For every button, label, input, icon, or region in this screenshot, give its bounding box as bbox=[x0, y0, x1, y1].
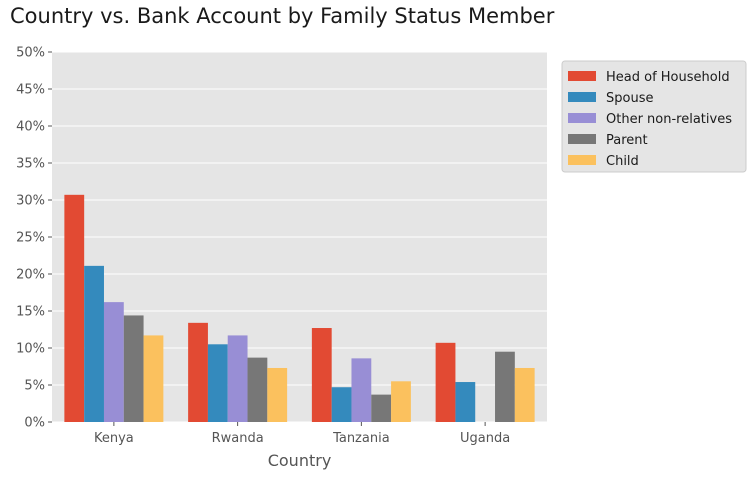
bar-other-non-relatives-tanzania bbox=[351, 358, 372, 422]
x-tick-label: Rwanda bbox=[212, 431, 264, 446]
x-tick-label: Tanzania bbox=[332, 431, 390, 446]
bar-head-of-household-rwanda bbox=[188, 322, 208, 422]
bar-parent-kenya bbox=[123, 315, 144, 422]
legend-box bbox=[561, 60, 747, 173]
legend-label: Head of Household bbox=[606, 70, 730, 85]
legend-swatch bbox=[568, 155, 596, 165]
bar-spouse-tanzania bbox=[331, 387, 352, 422]
bar-parent-rwanda bbox=[247, 357, 268, 422]
y-tick-label: 25% bbox=[16, 231, 45, 246]
legend-swatch bbox=[568, 71, 596, 81]
bar-head-of-household-uganda bbox=[435, 342, 456, 422]
bar-parent-uganda bbox=[495, 351, 515, 422]
y-tick-label: 40% bbox=[16, 120, 45, 135]
bar-parent-tanzania bbox=[371, 394, 392, 422]
bars bbox=[64, 194, 535, 422]
bar-child-uganda bbox=[514, 367, 535, 422]
legend-label: Other non-relatives bbox=[606, 112, 732, 127]
bar-head-of-household-kenya bbox=[64, 194, 85, 422]
bar-spouse-kenya bbox=[84, 265, 104, 422]
x-tick-label: Kenya bbox=[94, 431, 134, 446]
y-tick-label: 35% bbox=[16, 157, 45, 172]
legend-swatch bbox=[568, 92, 596, 102]
x-axis-title: Country bbox=[268, 451, 332, 470]
legend-label: Parent bbox=[606, 133, 648, 148]
bar-spouse-rwanda bbox=[207, 344, 228, 422]
y-tick-label: 50% bbox=[16, 46, 45, 61]
legend-swatch bbox=[568, 134, 596, 144]
bar-other-non-relatives-rwanda bbox=[227, 335, 248, 422]
y-tick-label: 45% bbox=[16, 83, 45, 98]
legend-label: Spouse bbox=[606, 91, 653, 106]
y-axis-ticks: 0% 5% 10% 15% 20% 25% 30% 35% 40% 45% 50% bbox=[16, 46, 52, 431]
bar-spouse-uganda bbox=[455, 382, 476, 422]
bar-other-non-relatives-kenya bbox=[103, 302, 124, 422]
legend-swatch bbox=[568, 113, 596, 123]
legend-label: Child bbox=[606, 154, 639, 169]
bar-head-of-household-tanzania bbox=[311, 328, 332, 422]
bar-child-tanzania bbox=[391, 381, 411, 422]
grid-lines bbox=[52, 51, 547, 423]
y-tick-label: 0% bbox=[24, 416, 45, 431]
y-tick-label: 20% bbox=[16, 268, 45, 283]
bar-child-rwanda bbox=[267, 367, 288, 422]
bar-child-kenya bbox=[143, 335, 164, 422]
x-tick-label: Uganda bbox=[460, 431, 510, 446]
y-tick-label: 30% bbox=[16, 194, 45, 209]
y-tick-label: 10% bbox=[16, 342, 45, 357]
y-tick-label: 15% bbox=[16, 305, 45, 320]
chart-title: Country vs. Bank Account by Family Statu… bbox=[10, 4, 555, 28]
y-tick-label: 5% bbox=[24, 379, 45, 394]
x-axis-ticks: Kenya Rwanda Tanzania Uganda bbox=[94, 422, 510, 446]
legend: Head of Household Spouse Other non-relativ… bbox=[561, 60, 747, 173]
